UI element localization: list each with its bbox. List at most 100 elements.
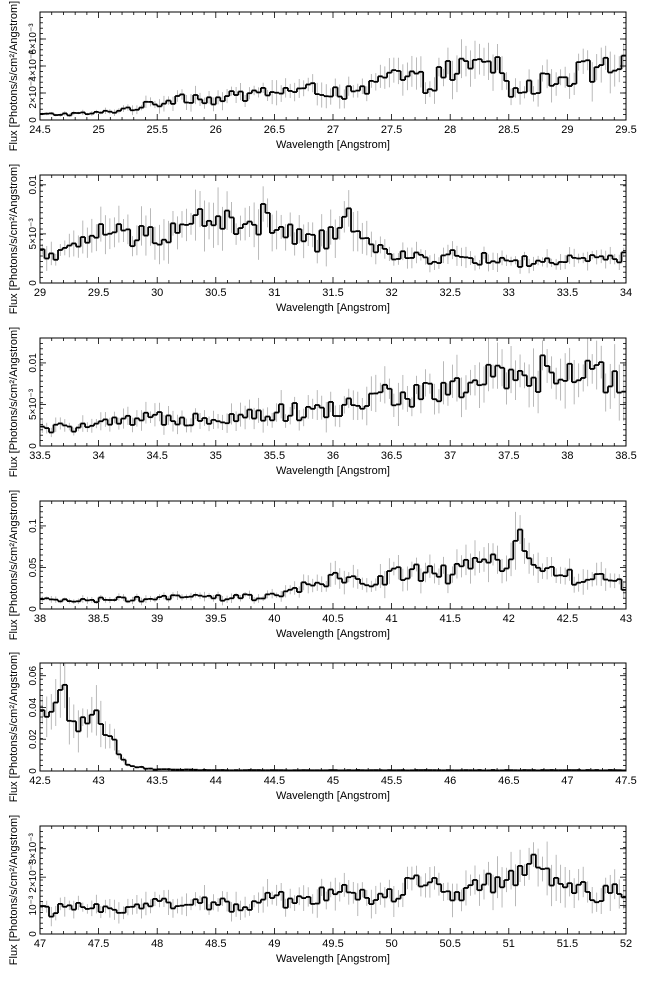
y-axis-label: Flux [Photons/s/cm²/Angstrom] — [8, 652, 20, 802]
x-tick-label: 34 — [620, 287, 632, 299]
spectrum-data — [40, 663, 626, 771]
x-tick-label: 27 — [327, 124, 339, 136]
panel-5: 42.5 43 43.5 44 44.5 45 45.5 46 46.5 47 47.5 0 0.02 0… — [8, 652, 637, 802]
x-tick-label: 43.5 — [146, 775, 167, 787]
x-tick-label: 40.5 — [322, 613, 343, 625]
y-tick-label: 0.1 — [28, 519, 39, 533]
x-tick-label: 42.5 — [557, 613, 578, 625]
x-tick-label: 37 — [444, 450, 456, 462]
y-tick-label: 5×10⁻³ — [28, 388, 39, 420]
x-tick-label: 48.5 — [205, 938, 226, 950]
x-axis-label: Wavelength [Angstrom] — [276, 628, 390, 640]
x-tick-label: 52 — [620, 938, 632, 950]
x-tick-label: 45.5 — [381, 775, 402, 787]
x-tick-label: 30 — [151, 287, 163, 299]
x-axis-label: Wavelength [Angstrom] — [276, 953, 390, 965]
y-tick-label: 10⁻³ — [28, 895, 39, 915]
y-tick-label: 2×10⁻³ — [28, 77, 39, 109]
x-axis-label: Wavelength [Angstrom] — [276, 790, 390, 802]
panel-6: 47 47.5 48 48.5 49 49.5 50 50.5 51 51.5 52 0 10⁻³ 2×1… — [8, 815, 632, 965]
x-tick-label: 30.5 — [205, 287, 226, 299]
spectrum-data — [40, 39, 626, 118]
x-tick-label: 40 — [268, 613, 280, 625]
x-tick-label: 33 — [503, 287, 515, 299]
y-tick-label: 0 — [28, 443, 39, 449]
y-axis-label: Flux [Photons/s/cm²/Angstrom] — [8, 164, 20, 314]
x-tick-label: 31 — [268, 287, 280, 299]
x-tick-label: 38.5 — [88, 613, 109, 625]
x-tick-label: 48 — [151, 938, 163, 950]
y-tick-label: 0 — [28, 606, 39, 612]
y-axis-label: Flux [Photons/s/cm²/Angstrom] — [8, 1, 20, 151]
x-tick-label: 43 — [92, 775, 104, 787]
x-tick-label: 26 — [210, 124, 222, 136]
x-tick-label: 50.5 — [439, 938, 460, 950]
x-tick-label: 47.5 — [88, 938, 109, 950]
y-tick-label: 0 — [28, 280, 39, 286]
y-tick-label: 5×10⁻³ — [28, 218, 39, 250]
x-tick-label: 25 — [92, 124, 104, 136]
y-tick-label: 0 — [28, 931, 39, 937]
panel-1: 24.5 25 25.5 26 26.5 27 27.5 28 28.5 29 29.5 0 2×10⁻… — [8, 1, 637, 151]
x-tick-label: 24.5 — [29, 124, 50, 136]
y-axis-label: Flux [Photons/s/cm²/Angstrom] — [8, 815, 20, 965]
x-tick-label: 36.5 — [381, 450, 402, 462]
x-tick-label: 51 — [503, 938, 515, 950]
x-tick-label: 41 — [385, 613, 397, 625]
x-tick-label: 25.5 — [146, 124, 167, 136]
x-tick-label: 34.5 — [146, 450, 167, 462]
x-tick-label: 29.5 — [88, 287, 109, 299]
x-tick-label: 49.5 — [322, 938, 343, 950]
x-tick-label: 45 — [327, 775, 339, 787]
x-tick-label: 42 — [503, 613, 515, 625]
x-tick-label: 33.5 — [29, 450, 50, 462]
y-axis-label: Flux [Photons/s/cm²/Angstrom] — [8, 327, 20, 477]
x-tick-label: 28 — [444, 124, 456, 136]
y-axis-label: Flux [Photons/s/cm²/Angstrom] — [8, 490, 20, 640]
y-tick-label: 0.01 — [28, 353, 39, 373]
x-tick-label: 34 — [92, 450, 104, 462]
x-tick-label: 35.5 — [264, 450, 285, 462]
x-tick-label: 26.5 — [264, 124, 285, 136]
x-tick-label: 32.5 — [439, 287, 460, 299]
y-tick-label: 6×10⁻³ — [28, 23, 39, 55]
x-axis-label: Wavelength [Angstrom] — [276, 465, 390, 477]
x-tick-label: 27.5 — [381, 124, 402, 136]
x-tick-label: 36 — [327, 450, 339, 462]
x-tick-label: 38 — [561, 450, 573, 462]
x-tick-label: 49 — [268, 938, 280, 950]
x-tick-label: 38.5 — [615, 450, 636, 462]
y-tick-label: 0.05 — [28, 557, 39, 577]
x-tick-label: 41.5 — [439, 613, 460, 625]
x-tick-label: 31.5 — [322, 287, 343, 299]
spectrum-data — [40, 186, 626, 274]
y-tick-label: 0.01 — [28, 175, 39, 195]
x-tick-label: 39.5 — [205, 613, 226, 625]
x-axis-label: Wavelength [Angstrom] — [276, 302, 390, 314]
x-tick-label: 35 — [210, 450, 222, 462]
x-tick-label: 29.5 — [615, 124, 636, 136]
x-tick-label: 47 — [34, 938, 46, 950]
x-tick-label: 50 — [385, 938, 397, 950]
x-tick-label: 28.5 — [498, 124, 519, 136]
y-tick-label: 0.02 — [28, 729, 39, 749]
panel-2: 29 29.5 30 30.5 31 31.5 32 32.5 33 33.5 34 0 5×10⁻³ 0… — [8, 164, 632, 314]
x-tick-label: 42.5 — [29, 775, 50, 787]
x-tick-label: 38 — [34, 613, 46, 625]
x-tick-label: 29 — [34, 287, 46, 299]
x-tick-label: 29 — [561, 124, 573, 136]
x-axis-label: Wavelength [Angstrom] — [276, 139, 390, 151]
x-tick-label: 44.5 — [264, 775, 285, 787]
panel-3: 33.5 34 34.5 35 35.5 36 36.5 37 37.5 38 38.5 0 5×10⁻… — [8, 327, 637, 477]
x-tick-label: 32 — [385, 287, 397, 299]
x-tick-label: 43 — [620, 613, 632, 625]
y-tick-label: 2×10⁻³ — [28, 861, 39, 893]
y-tick-label: 3×10⁻³ — [28, 833, 39, 865]
x-tick-label: 33.5 — [557, 287, 578, 299]
y-tick-label: 0.06 — [28, 666, 39, 686]
spectrum-data — [40, 338, 626, 438]
panel-4: 38 38.5 39 39.5 40 40.5 41 41.5 42 42.5 43 0 0.05 0.1… — [8, 490, 632, 640]
x-tick-label: 39 — [151, 613, 163, 625]
